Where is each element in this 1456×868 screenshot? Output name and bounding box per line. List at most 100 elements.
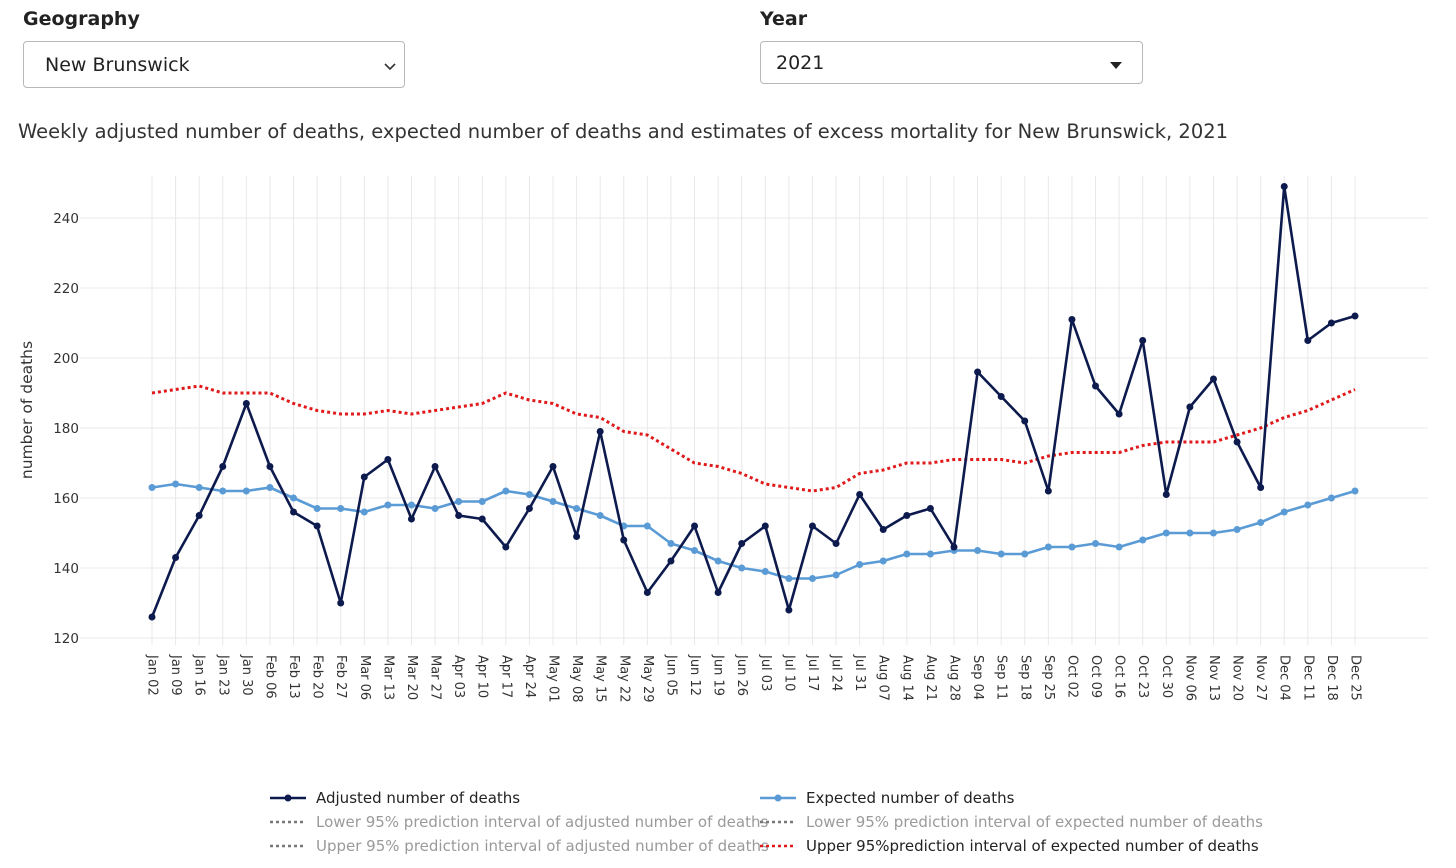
x-tick-label: Jan 02 (145, 654, 160, 696)
data-point (525, 491, 533, 498)
geography-value: New Brunswick (45, 53, 190, 76)
series-expected (148, 480, 1359, 582)
data-point (266, 484, 274, 491)
x-tick-label: Feb 06 (262, 655, 277, 699)
year-select[interactable]: 2021 (760, 41, 1143, 84)
x-axis: Jan 02 Jan 09 Jan 16 Jan 23 Jan 30 Feb 06 Feb … (145, 654, 1363, 703)
data-point (974, 547, 982, 554)
legend-label-upper-expected: Upper 95%prediction interval of expected… (806, 837, 1259, 855)
data-point (502, 487, 510, 495)
data-point (620, 536, 628, 544)
data-point (714, 589, 722, 596)
data-point (785, 575, 793, 582)
legend-lower-expected[interactable]: Lower 95% prediction interval of expecte… (760, 813, 1263, 831)
data-point (1233, 526, 1241, 533)
data-point (407, 501, 415, 509)
data-point (1351, 312, 1359, 320)
data-point (1186, 529, 1194, 537)
y-tick-label: 200 (53, 351, 79, 367)
data-point (879, 526, 887, 533)
x-tick-label: Dec 04 (1277, 655, 1292, 701)
x-tick-label: Jan 30 (239, 654, 254, 696)
x-tick-label: Dec 18 (1324, 655, 1339, 701)
data-point (643, 589, 651, 596)
data-point (903, 512, 911, 519)
data-point (172, 554, 180, 561)
legend-label-lower-adjusted: Lower 95% prediction interval of adjuste… (316, 813, 769, 831)
x-tick-label: Jul 31 (852, 654, 867, 691)
y-tick-label: 160 (53, 491, 79, 507)
x-tick-label: Aug 28 (947, 655, 962, 701)
legend-lower-adjusted[interactable]: Lower 95% prediction interval of adjuste… (270, 813, 768, 831)
data-point (1115, 543, 1123, 551)
data-point (1304, 501, 1312, 509)
chart-grid (80, 176, 1428, 645)
data-point (337, 599, 345, 607)
data-point (1351, 487, 1359, 495)
legend-label-expected: Expected number of deaths (806, 789, 1015, 807)
data-point (691, 547, 699, 554)
x-tick-label: Mar 13 (380, 655, 395, 700)
legend-label-adjusted: Adjusted number of deaths (316, 789, 521, 807)
data-point (148, 484, 156, 491)
x-tick-label: Oct 30 (1159, 655, 1174, 698)
x-tick-label: Feb 13 (286, 655, 301, 699)
data-point (1162, 529, 1170, 537)
y-tick-label: 180 (53, 421, 79, 437)
data-point (549, 498, 557, 505)
data-point (856, 561, 864, 568)
data-point (1209, 375, 1217, 383)
x-tick-label: Dec 25 (1348, 655, 1363, 701)
data-point (1044, 487, 1052, 495)
x-tick-label: Jan 09 (168, 654, 183, 696)
data-point (549, 463, 557, 470)
caret-down-icon (1110, 52, 1122, 74)
x-tick-label: Aug 14 (899, 655, 914, 701)
data-point (360, 473, 368, 481)
x-tick-label: Sep 18 (1017, 655, 1032, 700)
legend-marker-upper-adjusted (270, 844, 306, 848)
data-point (785, 606, 793, 614)
data-point (573, 505, 581, 512)
x-tick-label: Feb 27 (333, 655, 348, 699)
legend-upper-adjusted[interactable]: Upper 95% prediction interval of adjuste… (270, 837, 769, 855)
legend-upper-expected[interactable]: Upper 95%prediction interval of expected… (760, 837, 1259, 855)
data-point (172, 480, 180, 488)
x-tick-label: Oct 23 (1135, 655, 1150, 698)
x-tick-label: Jul 10 (781, 654, 796, 691)
line-chart: 120 140 160 180 200 220 240 Jan 02 Jan 09 Jan 16… (18, 176, 1428, 703)
data-point (738, 564, 746, 572)
data-point (1186, 403, 1194, 411)
x-tick-label: Nov 20 (1230, 655, 1245, 701)
data-point (1021, 550, 1029, 558)
data-point (974, 368, 982, 376)
y-axis-label: number of deaths (18, 341, 36, 479)
x-tick-label: Nov 27 (1253, 655, 1268, 701)
data-point (407, 515, 415, 523)
x-tick-label: Oct 09 (1088, 655, 1103, 698)
data-point (384, 456, 392, 463)
data-point (808, 575, 816, 582)
legend-adjusted[interactable]: Adjusted number of deaths (270, 789, 520, 807)
data-point (1139, 536, 1147, 544)
geography-select[interactable]: New Brunswick (23, 41, 405, 88)
data-point (573, 533, 581, 540)
data-point (1162, 491, 1170, 498)
legend-expected[interactable]: Expected number of deaths (760, 789, 1014, 807)
data-point (455, 498, 463, 505)
data-point (997, 550, 1005, 558)
data-point (242, 400, 250, 407)
x-tick-label: Sep 11 (994, 655, 1009, 700)
y-tick-label: 140 (53, 561, 79, 577)
x-tick-label: May 01 (546, 655, 561, 703)
y-axis: 120 140 160 180 200 220 240 (53, 211, 79, 647)
data-point (1209, 529, 1217, 537)
data-point (1327, 319, 1335, 327)
data-point (1280, 183, 1288, 190)
x-tick-label: Aug 07 (876, 655, 891, 701)
data-point (1092, 540, 1100, 547)
x-tick-label: May 22 (616, 655, 631, 703)
x-tick-label: Jan 23 (215, 654, 230, 696)
legend-label-lower-expected: Lower 95% prediction interval of expecte… (806, 813, 1263, 831)
data-point (1280, 508, 1288, 516)
